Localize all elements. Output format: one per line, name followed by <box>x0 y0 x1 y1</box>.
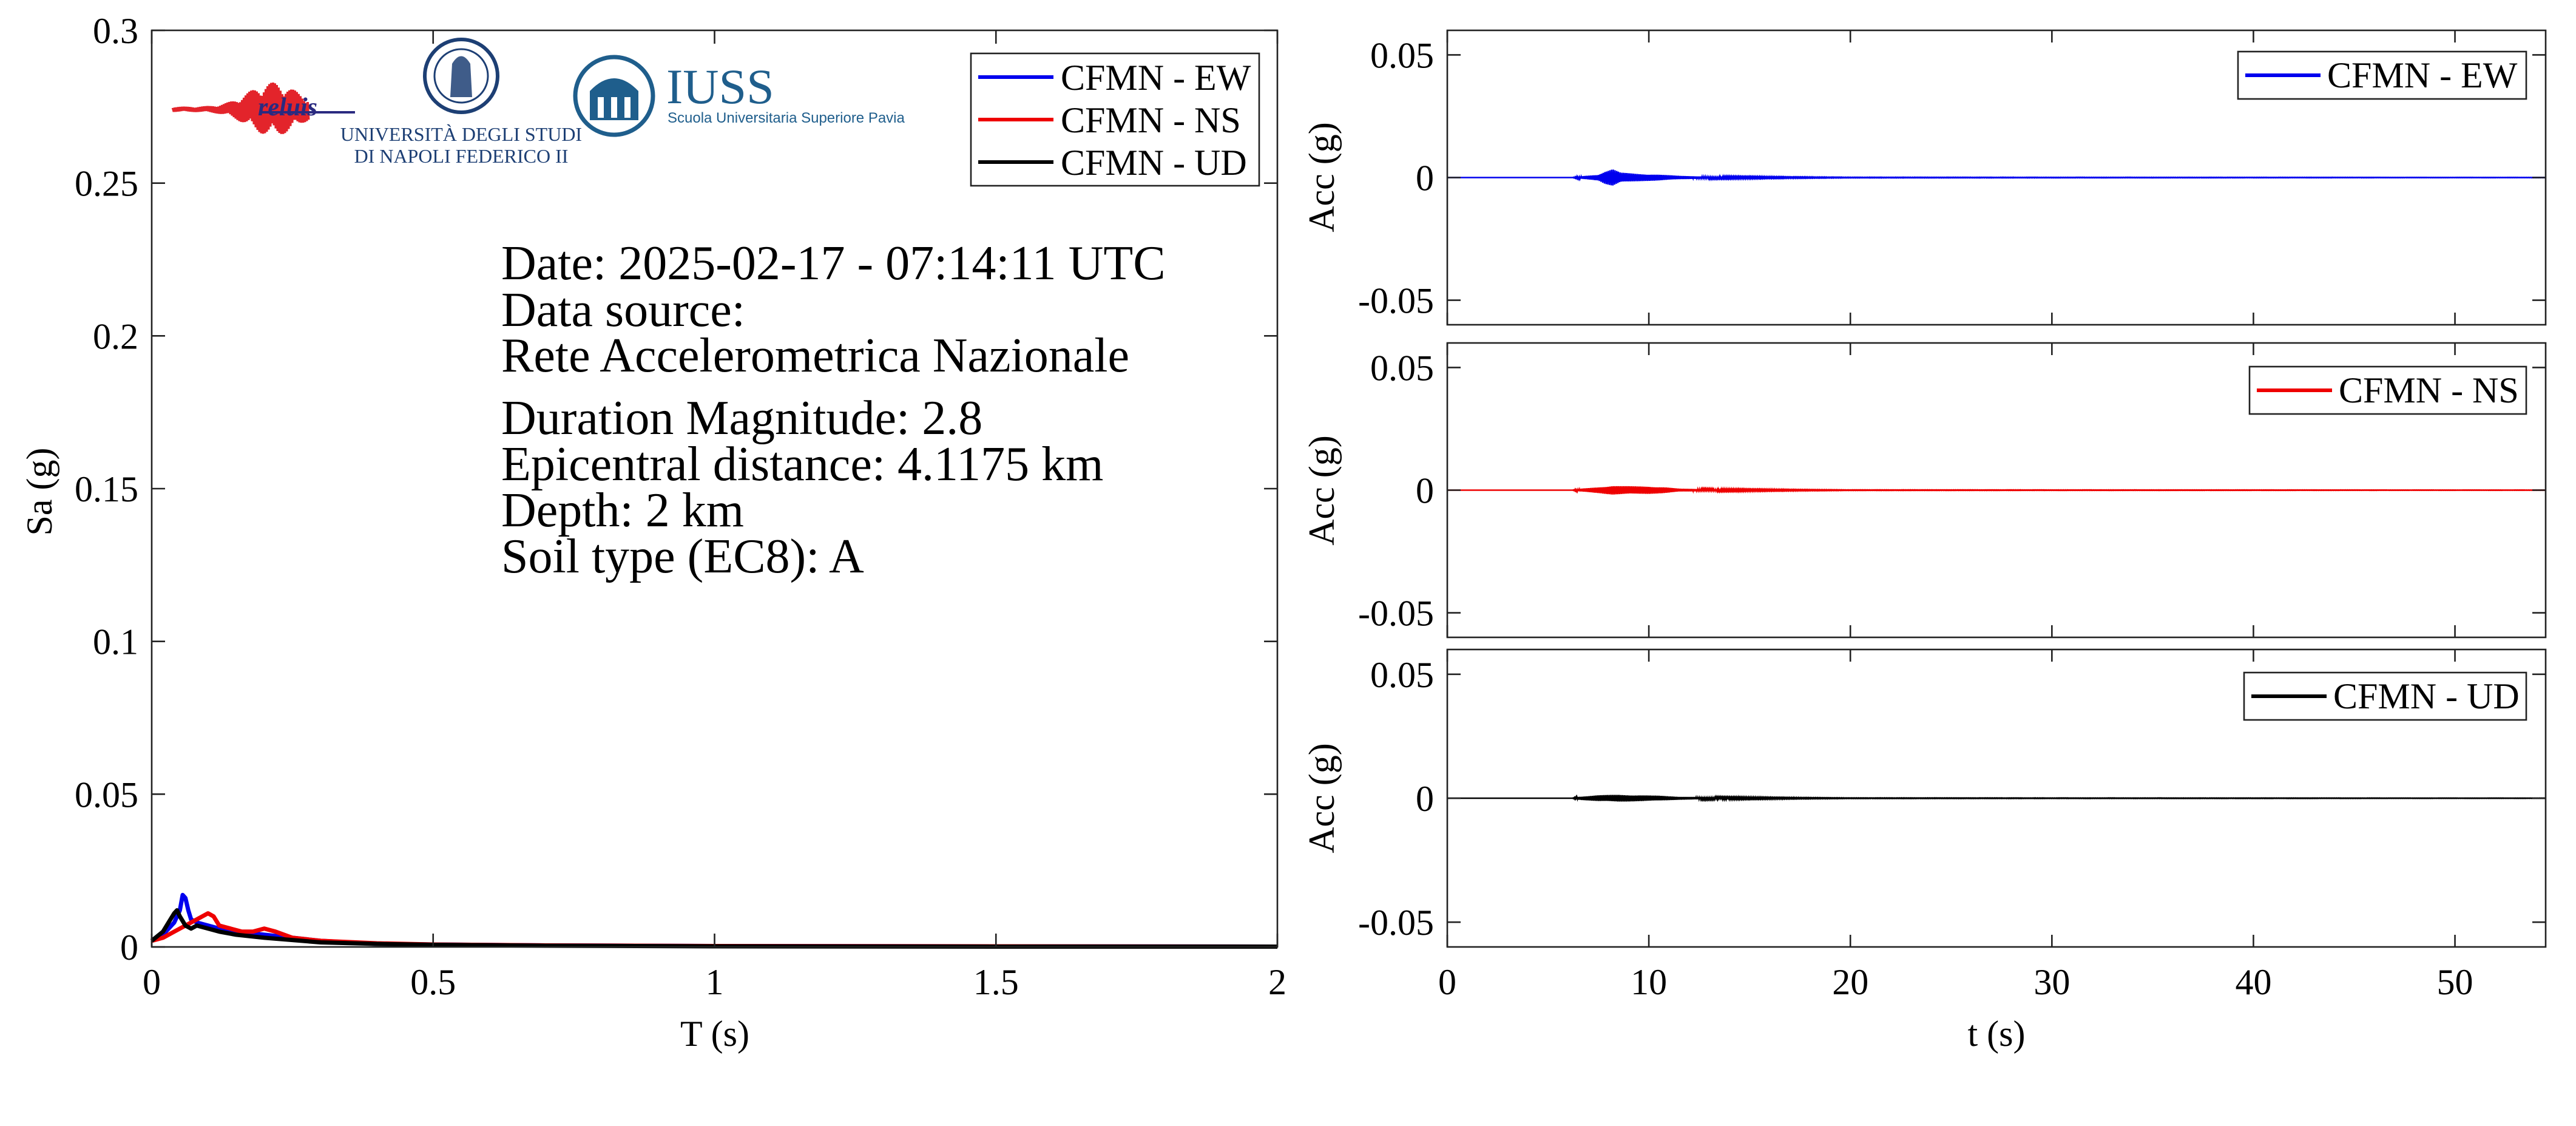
acc-ew-panel: -0.05 0 0.05 Acc (g) CFMN - EW <box>1302 29 2547 326</box>
spectrum-x-tick-label: 0.5 <box>410 962 456 1002</box>
unina-logo-line1: UNIVERSITÀ DEGLI STUDI <box>340 123 582 145</box>
acc-x-tick-label: 40 <box>2235 962 2271 1002</box>
acc-ns-legend-label: CFMN - NS <box>2339 370 2519 410</box>
iuss-logo: IUSS Scuola Universitaria Superiore Pavi… <box>573 55 905 137</box>
unina-logo: UNIVERSITÀ DEGLI STUDI DI NAPOLI FEDERIC… <box>340 38 582 167</box>
event-info: Date: 2025-02-17 - 07:14:11 UTC Data sou… <box>501 237 1166 583</box>
acc-ud-y-tick-label: -0.05 <box>1358 903 1434 943</box>
event-date: Date: 2025-02-17 - 07:14:11 UTC <box>501 237 1166 290</box>
acc-ns-panel: -0.05 0 0.05 Acc (g) CFMN - NS <box>1302 342 2547 639</box>
acc-ud-y-tick-label: 0.05 <box>1370 655 1434 695</box>
acc-ew-y-axis-label: Acc (g) <box>1302 122 1342 232</box>
acc-ns-y-tick-label: 0.05 <box>1370 348 1434 388</box>
acc-x-tick-label: 10 <box>1631 962 1667 1002</box>
acc-ew-y-tick-label: 0.05 <box>1370 35 1434 75</box>
response-spectrum-chart: 0 0.5 1 1.5 2 0 0.05 0.1 0.15 0.2 0.25 0.3 T (s) Sa… <box>19 11 1286 1054</box>
acc-x-tick-label: 0 <box>1438 962 1456 1002</box>
spectrum-y-tick-label: 0.3 <box>93 11 138 51</box>
acc-ns-legend: CFMN - NS <box>2248 365 2527 415</box>
spectrum-x-tick-label: 2 <box>1268 962 1286 1002</box>
acc-ud-y-tick-label: 0 <box>1416 779 1434 819</box>
acc-ew-ticks: -0.05 0 0.05 <box>1358 30 2546 325</box>
spectrum-x-tick-label: 1 <box>706 962 724 1002</box>
acc-ns-y-tick-label: -0.05 <box>1358 594 1434 634</box>
event-magnitude: Duration Magnitude: 2.8 <box>501 392 982 445</box>
acc-x-tick-label: 30 <box>2033 962 2070 1002</box>
spectrum-y-tick-label: 0 <box>120 928 138 968</box>
acc-ns-ticks: -0.05 0 0.05 <box>1358 343 2546 637</box>
acc-ns-y-tick-label: 0 <box>1416 471 1434 511</box>
acc-ew-signal-line <box>1447 169 2546 186</box>
acc-ud-legend-label: CFMN - UD <box>2333 676 2520 716</box>
acc-ud-y-axis-label: Acc (g) <box>1302 743 1342 853</box>
acc-ew-legend: CFMN - EW <box>2237 50 2527 100</box>
acc-x-tick-label: 50 <box>2437 962 2473 1002</box>
iuss-emblem-window <box>624 97 630 118</box>
spectrum-x-axis-label: T (s) <box>680 1014 749 1054</box>
iuss-logo-subtitle: Scuola Universitaria Superiore Pavia <box>668 110 905 126</box>
event-data-source-label: Data source: <box>501 283 745 337</box>
spectrum-y-axis-label: Sa (g) <box>19 448 59 536</box>
acc-ns-y-axis-label: Acc (g) <box>1302 435 1342 546</box>
iuss-logo-title: IUSS <box>666 59 774 114</box>
spectrum-y-tick-label: 0.05 <box>75 775 138 815</box>
acc-ns-legend-box <box>2248 365 2527 415</box>
acc-ns-series <box>1447 486 2546 495</box>
spectrum-ticks: 0 0.5 1 1.5 2 0 0.05 0.1 0.15 0.2 0.25 0.3 <box>75 11 1286 1002</box>
acc-ns-signal-line <box>1447 486 2546 495</box>
iuss-emblem-window <box>598 97 604 118</box>
event-soil-type: Soil type (EC8): A <box>501 530 864 583</box>
acc-ud-legend: CFMN - UD <box>2243 671 2527 721</box>
spectrum-series-line-ud <box>150 908 1277 949</box>
iuss-emblem-window <box>611 97 617 118</box>
acc-ew-y-tick-label: -0.05 <box>1358 281 1434 321</box>
legend-label-ew: CFMN - EW <box>1061 58 1251 98</box>
spectrum-y-tick-label: 0.2 <box>93 316 138 356</box>
acc-x-axis-label: t (s) <box>1968 1014 2026 1054</box>
acc-ud-series <box>1447 794 2546 802</box>
reluis-seismogram-mark <box>172 83 310 134</box>
spectrum-legend: CFMN - EW CFMN - NS CFMN - UD <box>970 52 1260 187</box>
spectrum-x-tick-label: 0 <box>143 962 161 1002</box>
reluis-logo-text: reluis <box>258 93 317 121</box>
acc-ew-y-tick-label: 0 <box>1416 158 1434 198</box>
spectrum-y-tick-label: 0.25 <box>75 164 138 204</box>
spectrum-x-tick-label: 1.5 <box>973 962 1019 1002</box>
acc-ew-series <box>1447 169 2546 186</box>
reluis-logo: reluis <box>172 83 355 134</box>
event-epicentral-distance: Epicentral distance: 4.1175 km <box>501 438 1103 491</box>
spectrum-series-group <box>150 892 1278 949</box>
acc-ud-signal-line <box>1447 794 2546 802</box>
unina-logo-line2: DI NAPOLI FEDERICO II <box>354 145 569 167</box>
acc-ew-legend-label: CFMN - EW <box>2327 55 2518 95</box>
spectrum-y-tick-label: 0.15 <box>75 469 138 509</box>
acc-x-tick-label: 20 <box>1832 962 1868 1002</box>
legend-label-ud: CFMN - UD <box>1061 143 1247 183</box>
legend-label-ns: CFMN - NS <box>1061 100 1241 140</box>
event-depth: Depth: 2 km <box>501 484 744 537</box>
event-data-source: Rete Accelerometrica Nazionale <box>501 329 1129 382</box>
spectrum-y-tick-label: 0.1 <box>93 622 138 662</box>
unina-seal-figure <box>450 56 472 97</box>
